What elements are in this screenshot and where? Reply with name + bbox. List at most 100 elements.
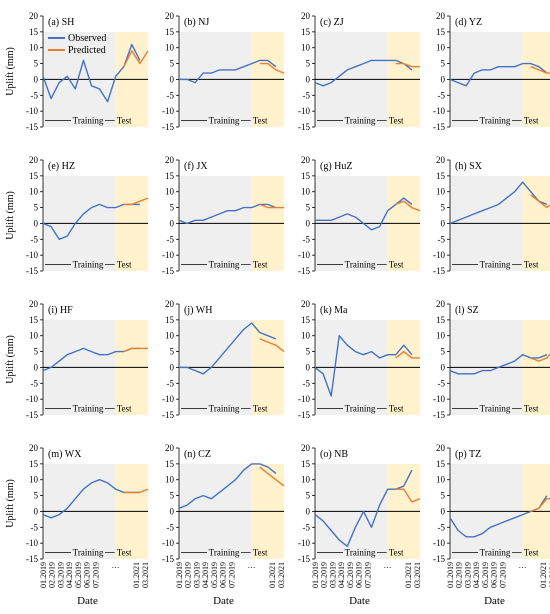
test-label: Test <box>389 260 404 270</box>
predicted-line <box>259 338 285 353</box>
y-tick-label: 10 <box>436 187 446 197</box>
predicted-line <box>123 347 148 353</box>
y-tick-label: 10 <box>165 475 175 485</box>
panel-15: -15 -10 -5 0 5 10 15 20 (o) NB Training Test 01.201… <box>298 443 422 607</box>
x-tick-label: 06.2019 <box>83 562 92 588</box>
panel-3: -15 -10 -5 0 5 10 15 20 (c) ZJ Training Test <box>298 11 420 132</box>
predicted-line <box>395 488 421 503</box>
x-axis-label: Date <box>213 595 234 607</box>
x-tick-label: 03.2021 <box>277 562 286 588</box>
observed-line <box>179 322 277 375</box>
y-tick-label: -5 <box>31 234 39 244</box>
x-tick-label: 04.2019 <box>472 562 481 588</box>
y-tick-label: 5 <box>441 203 446 213</box>
y-tick-label: 0 <box>170 362 175 372</box>
panel-title: (a) SH <box>48 17 74 28</box>
observed-line <box>178 463 277 509</box>
y-tick-label: 0 <box>34 218 39 228</box>
panel-title: (m) WX <box>48 449 82 460</box>
y-tick-label: 20 <box>165 155 175 165</box>
test-label: Test <box>389 404 404 414</box>
y-tick-label: 5 <box>170 491 175 501</box>
y-tick-label: -5 <box>303 90 311 100</box>
y-tick-label: -5 <box>438 234 446 244</box>
panel-9: -15 -10 -5 0 5 10 15 20 (i) HF Training Test Uplift… <box>5 299 148 420</box>
predicted-line <box>395 350 420 359</box>
y-tick-label: 5 <box>170 347 175 357</box>
panel-16: -15 -10 -5 0 5 10 15 20 (p) TZ Training Test 01.201… <box>433 443 550 607</box>
y-tick-label: 0 <box>306 218 311 228</box>
y-tick-label: 20 <box>165 11 175 21</box>
panel-title: (h) SX <box>455 161 483 172</box>
y-tick-label: -15 <box>162 266 174 276</box>
panel-title: (f) JX <box>184 161 208 172</box>
y-tick-label: 0 <box>441 218 446 228</box>
x-tick-label: 03.2019 <box>56 562 65 588</box>
training-label: Training <box>73 404 104 414</box>
panel-title: (b) NJ <box>184 17 209 28</box>
y-tick-label: 10 <box>165 43 175 53</box>
y-tick-label: 10 <box>29 475 39 485</box>
x-tick-ellipsis: … <box>383 561 391 570</box>
x-axis-label: Date <box>349 595 370 607</box>
y-tick-label: 15 <box>165 171 175 181</box>
panel-title: (e) HZ <box>48 161 75 172</box>
x-tick-label: 07.2019 <box>91 562 100 588</box>
y-tick-label: -15 <box>26 554 38 564</box>
y-tick-label: -15 <box>298 266 310 276</box>
test-label: Test <box>524 116 539 126</box>
test-label: Test <box>117 116 132 126</box>
y-tick-label: -10 <box>26 538 38 548</box>
y-tick-label: 10 <box>436 43 446 53</box>
y-tick-label: -5 <box>438 90 446 100</box>
x-axis-label: Date <box>484 595 505 607</box>
y-tick-label: -5 <box>31 378 39 388</box>
x-tick-label: 02.2019 <box>320 562 329 588</box>
y-tick-label: 5 <box>306 203 311 213</box>
training-label: Training <box>480 404 511 414</box>
y-tick-label: 5 <box>34 491 39 501</box>
y-tick-label: -5 <box>438 522 446 532</box>
test-label: Test <box>117 260 132 270</box>
y-tick-label: -10 <box>26 250 38 260</box>
y-tick-label: 10 <box>165 187 175 197</box>
y-axis-label: Uplift (mm) <box>5 335 16 384</box>
y-tick-label: 5 <box>306 347 311 357</box>
x-tick-label: 03.2019 <box>463 562 472 588</box>
predicted-line <box>395 62 420 68</box>
y-tick-label: 20 <box>436 155 446 165</box>
y-tick-label: 20 <box>165 443 175 453</box>
y-tick-label: 20 <box>165 299 175 309</box>
y-tick-label: 0 <box>441 506 446 516</box>
training-label: Training <box>73 260 104 270</box>
panel-title: (o) NB <box>320 449 348 460</box>
y-tick-label: 15 <box>436 315 446 325</box>
test-label: Test <box>253 116 268 126</box>
y-tick-label: 15 <box>301 171 311 181</box>
x-tick-label: 02.2019 <box>184 562 193 588</box>
y-tick-label: -15 <box>298 122 310 132</box>
predicted-line <box>530 194 550 209</box>
panel-title: (l) SZ <box>455 305 479 316</box>
test-label: Test <box>253 260 268 270</box>
x-tick-ellipsis: … <box>111 561 119 570</box>
y-tick-label: -15 <box>298 410 310 420</box>
y-tick-label: 0 <box>441 362 446 372</box>
test-label: Test <box>389 548 404 558</box>
y-tick-label: 10 <box>165 331 175 341</box>
panel-1: -15 -10 -5 0 5 10 15 20 (a) SH Training Test Uplift… <box>5 11 149 132</box>
panel-5: -15 -10 -5 0 5 10 15 20 (e) HZ Training Test Uplift… <box>5 155 149 276</box>
panel-4: -15 -10 -5 0 5 10 15 20 (d) YZ Training Test <box>433 11 550 132</box>
y-tick-label: -5 <box>167 234 175 244</box>
x-tick-labels: 01.2019 02.2019 03.2019 04.2019 05.2019 06.20… <box>175 561 286 588</box>
y-tick-label: -10 <box>162 250 174 260</box>
y-tick-label: 0 <box>441 74 446 84</box>
y-tick-label: -10 <box>26 394 38 404</box>
y-tick-label: 0 <box>170 506 175 516</box>
training-label: Training <box>209 404 240 414</box>
panel-6: -15 -10 -5 0 5 10 15 20 (f) JX Training Test <box>162 155 284 276</box>
y-tick-label: -15 <box>26 122 38 132</box>
y-tick-label: 15 <box>29 27 39 37</box>
panel-title: (d) YZ <box>455 17 482 28</box>
